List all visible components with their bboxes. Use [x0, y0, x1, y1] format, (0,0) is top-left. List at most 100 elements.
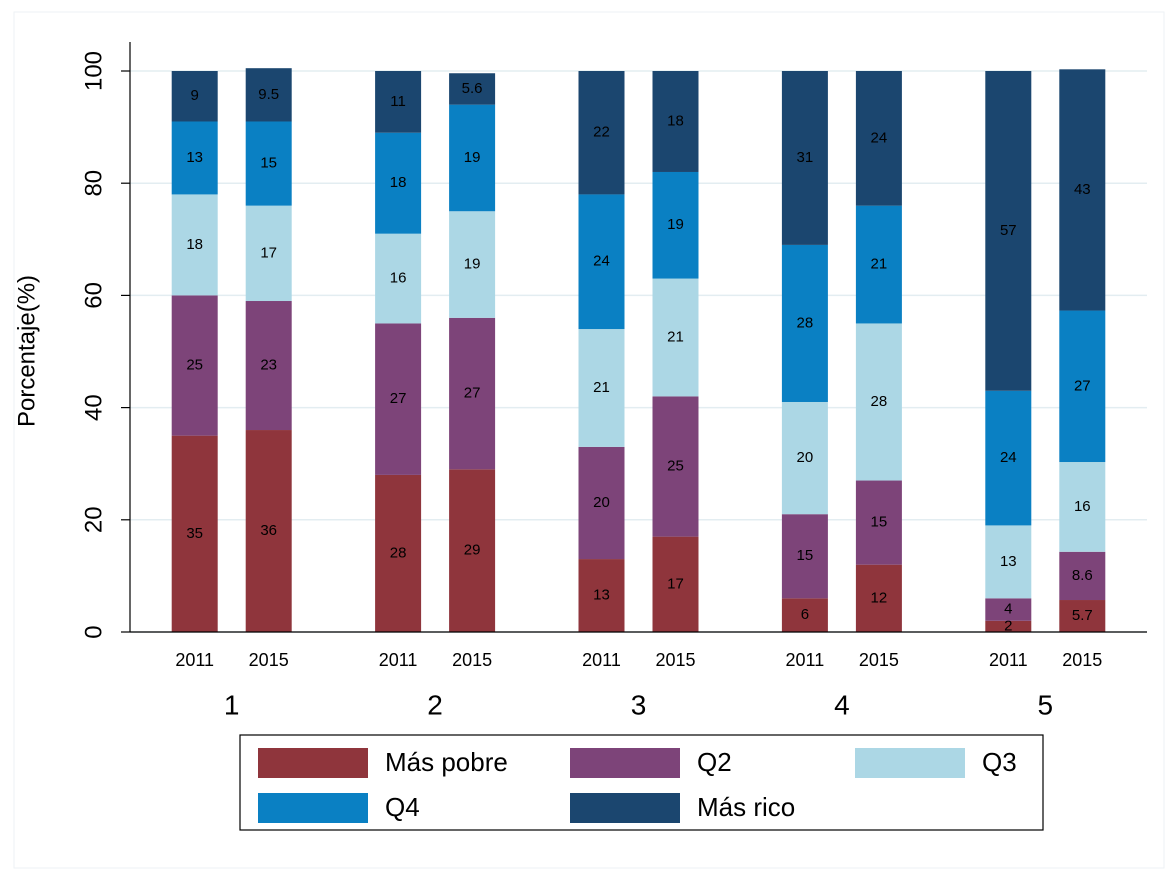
bar-segment [171, 295, 218, 436]
legend-label: Más pobre [385, 747, 508, 777]
y-tick-label: 0 [80, 625, 107, 638]
data-label: 9.5 [258, 86, 279, 103]
data-label: 27 [464, 385, 481, 402]
bar-segment [449, 73, 496, 105]
bar-segment [652, 278, 699, 397]
data-label: 28 [390, 544, 407, 561]
bar-segment [449, 211, 496, 318]
bar-segment [652, 536, 699, 632]
group-label: 3 [631, 689, 647, 720]
bar-segment [171, 435, 218, 632]
bar-segment [375, 233, 422, 324]
data-label: 16 [390, 270, 407, 287]
bar-segment [652, 396, 699, 537]
data-label: 23 [260, 356, 277, 373]
bar-segment [449, 317, 496, 470]
data-label: 24 [1000, 449, 1017, 466]
x-tick-label: 2011 [582, 650, 621, 670]
legend-swatch [258, 748, 368, 778]
bar-segment [171, 71, 218, 122]
y-tick-label: 20 [80, 506, 107, 533]
bar-segment [171, 121, 218, 195]
data-label: 20 [797, 449, 814, 466]
bar-segment [855, 480, 902, 565]
bar-segment [985, 390, 1032, 526]
x-tick-label: 2015 [1062, 650, 1102, 670]
data-label: 12 [871, 589, 888, 606]
bar-segment [375, 323, 422, 475]
data-label: 11 [390, 93, 406, 110]
x-tick-label: 2011 [786, 650, 825, 670]
x-tick-label: 2011 [379, 650, 418, 670]
bar-segment [781, 244, 828, 402]
data-label: 24 [871, 129, 888, 146]
data-label: 25 [186, 356, 203, 373]
group-label: 4 [834, 689, 850, 720]
data-label: 25 [667, 457, 684, 474]
bar-segment [1059, 551, 1106, 601]
data-label: 35 [186, 525, 203, 542]
data-label: 17 [667, 575, 684, 592]
legend-swatch [258, 793, 368, 823]
bar-segment [245, 121, 292, 206]
legend-swatch [570, 748, 680, 778]
bar-segment [171, 194, 218, 296]
bar-segment [375, 132, 422, 234]
data-label: 15 [260, 155, 277, 172]
bar-segment [855, 564, 902, 632]
data-label: 29 [464, 542, 481, 559]
y-tick-label: 100 [80, 51, 107, 91]
bar-segment [652, 71, 699, 172]
bar-segment [578, 446, 625, 560]
data-label: 5.7 [1072, 607, 1093, 624]
data-label: 21 [667, 328, 684, 345]
legend-label: Más rico [697, 792, 795, 822]
data-label: 19 [667, 216, 684, 233]
chart-frame [13, 11, 1165, 869]
group-label: 2 [427, 689, 443, 720]
bar-segment [578, 194, 625, 330]
data-label: 22 [593, 124, 610, 141]
data-label: 18 [390, 174, 407, 191]
data-label: 13 [186, 149, 203, 166]
data-label: 43 [1074, 181, 1091, 198]
data-label: 21 [871, 256, 888, 273]
y-tick-label: 40 [80, 394, 107, 421]
bar-segment [245, 301, 292, 431]
data-label: 31 [797, 149, 814, 166]
data-label: 28 [871, 393, 888, 410]
x-tick-label: 2015 [859, 650, 899, 670]
bar-segment [985, 620, 1032, 632]
x-tick-label: 2015 [249, 650, 289, 670]
legend-label: Q4 [385, 792, 420, 822]
group-label: 5 [1038, 689, 1054, 720]
bar-segment [1059, 69, 1106, 311]
data-label: 5.6 [462, 80, 483, 97]
data-label: 8.6 [1072, 567, 1093, 584]
data-label: 17 [260, 244, 277, 261]
legend-swatch [570, 793, 680, 823]
bar-segment [652, 171, 699, 279]
data-label: 16 [1074, 498, 1091, 515]
data-label: 18 [667, 112, 684, 129]
data-label: 19 [464, 256, 481, 273]
legend-label: Q2 [697, 747, 732, 777]
bar-segment [781, 71, 828, 245]
bar-segment [245, 68, 292, 122]
bar-segment [245, 430, 292, 632]
data-label: 2 [1004, 617, 1012, 634]
data-label: 27 [1074, 377, 1091, 394]
bar-segment [449, 469, 496, 632]
bar-segment [985, 525, 1032, 599]
y-axis-label: Porcentaje(%) [13, 275, 40, 427]
data-label: 36 [260, 522, 277, 539]
y-tick-label: 60 [80, 282, 107, 309]
bar-segment [578, 559, 625, 632]
bar-segment [781, 598, 828, 632]
bar-segment [375, 474, 422, 632]
bar-segment [1059, 600, 1106, 632]
bar-segment [855, 71, 902, 206]
data-label: 4 [1004, 601, 1012, 618]
legend-swatch [855, 748, 965, 778]
bar-segment [245, 205, 292, 302]
